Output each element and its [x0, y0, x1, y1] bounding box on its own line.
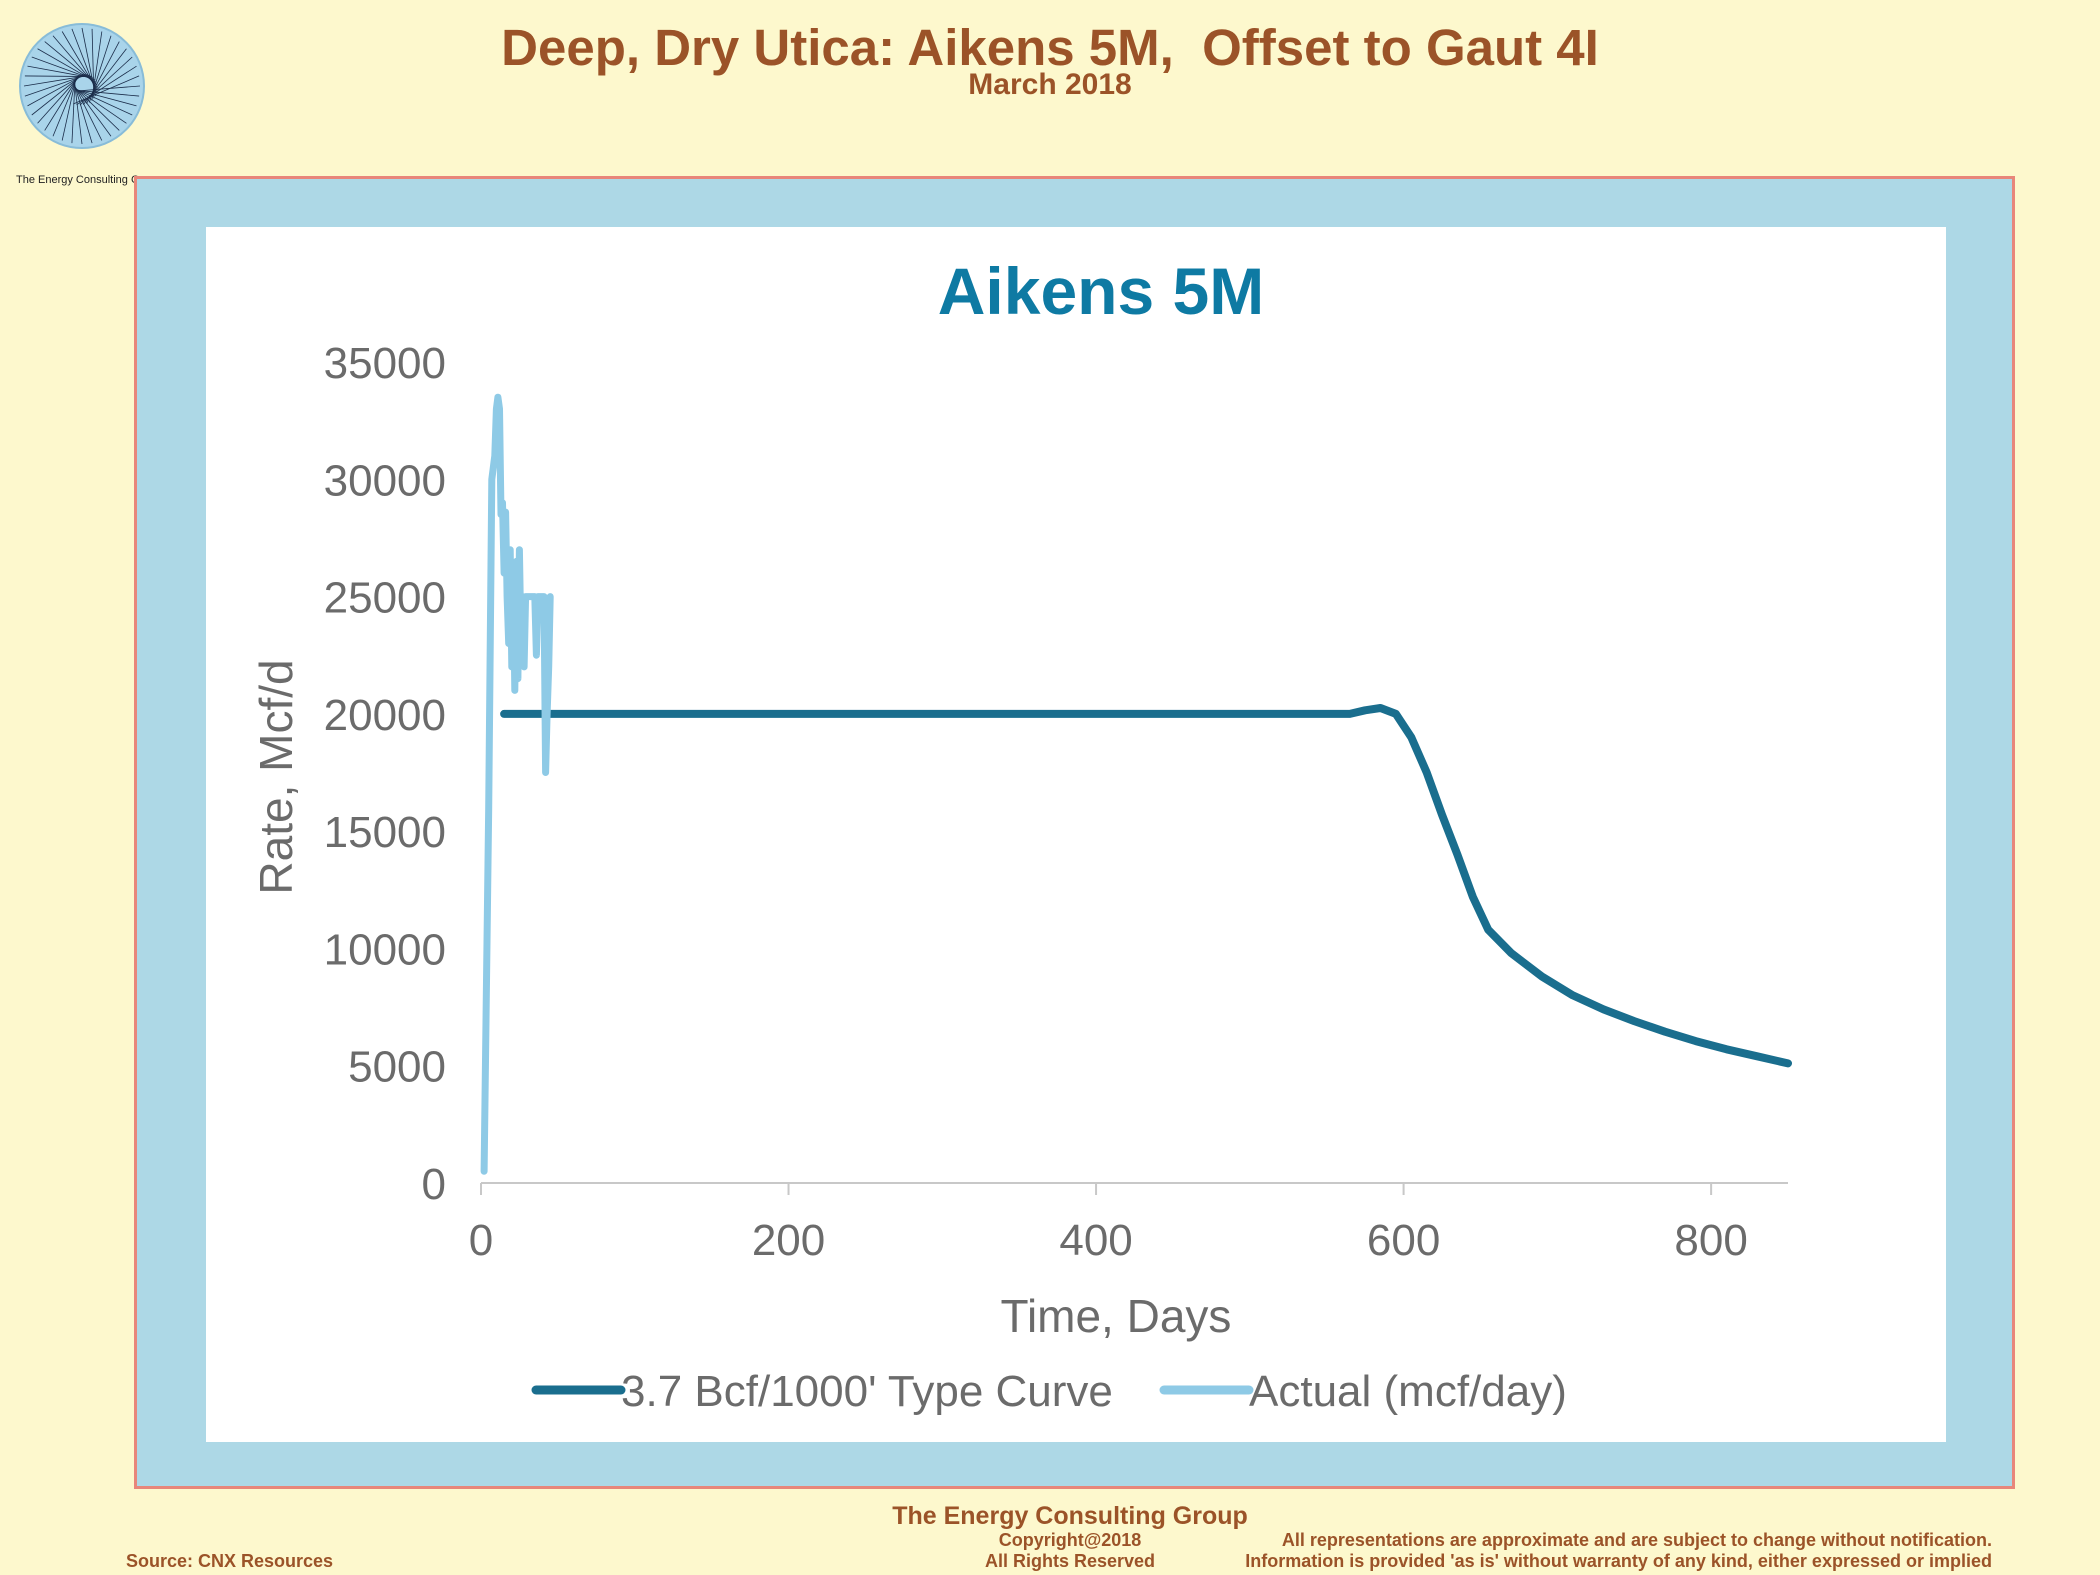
x-tick-label: 200 — [752, 1216, 825, 1265]
y-tick-label: 0 — [422, 1160, 446, 1209]
spiral-logo-icon — [19, 23, 145, 149]
footer-source: Source: CNX Resources — [126, 1551, 334, 1571]
logo-caption: The Energy Consulting Group — [16, 174, 162, 186]
x-tick-label: 0 — [469, 1216, 493, 1265]
line-chart: Aikens 5M Rate, Mcf/d Time, Days 0 200 400… — [250, 254, 1792, 1416]
legend-label: 3.7 Bcf/1000' Type Curve — [621, 1367, 1113, 1416]
y-tick-label: 30000 — [324, 456, 446, 505]
actual-rate-line — [480, 393, 554, 1175]
y-tick-label: 35000 — [324, 339, 446, 388]
chart-title: Aikens 5M — [938, 254, 1264, 328]
legend: 3.7 Bcf/1000' Type Curve Actual (mcf/day) — [531, 1367, 1567, 1416]
y-tick-label: 10000 — [324, 925, 446, 974]
legend-label: Actual (mcf/day) — [1249, 1367, 1567, 1416]
footer-disclaimer-line-2: Information is provided 'as is' without … — [1245, 1551, 1992, 1571]
chart-panel: Aikens 5M Rate, Mcf/d Time, Days 0 200 400… — [206, 227, 1946, 1442]
footer-copyright: Copyright@2018 — [998, 1530, 1142, 1550]
axes: 0 200 400 600 800 0 5000 10000 15000 20000 25000 30… — [324, 339, 1788, 1265]
footer-organization: The Energy Consulting Group — [892, 1502, 1248, 1530]
type-curve-line — [500, 704, 1792, 1068]
footer-disclaimer-line-1: All representations are approximate and … — [1281, 1530, 1992, 1550]
x-tick-label: 400 — [1059, 1216, 1132, 1265]
page-subtitle: March 2018 — [968, 68, 1132, 101]
y-tick-label: 20000 — [324, 691, 446, 740]
y-tick-label: 25000 — [324, 574, 446, 623]
page-title: Deep, Dry Utica: Aikens 5M, Offset to Ga… — [501, 19, 1599, 76]
y-tick-label: 15000 — [324, 808, 446, 857]
x-tick-label: 800 — [1674, 1216, 1747, 1265]
x-axis-label: Time, Days — [1001, 1290, 1232, 1342]
x-tick-label: 600 — [1367, 1216, 1440, 1265]
series-layer — [480, 393, 1792, 1175]
footer-rights: All Rights Reserved — [984, 1551, 1156, 1571]
y-tick-label: 5000 — [348, 1043, 446, 1092]
y-axis-label: Rate, Mcf/d — [250, 659, 302, 894]
